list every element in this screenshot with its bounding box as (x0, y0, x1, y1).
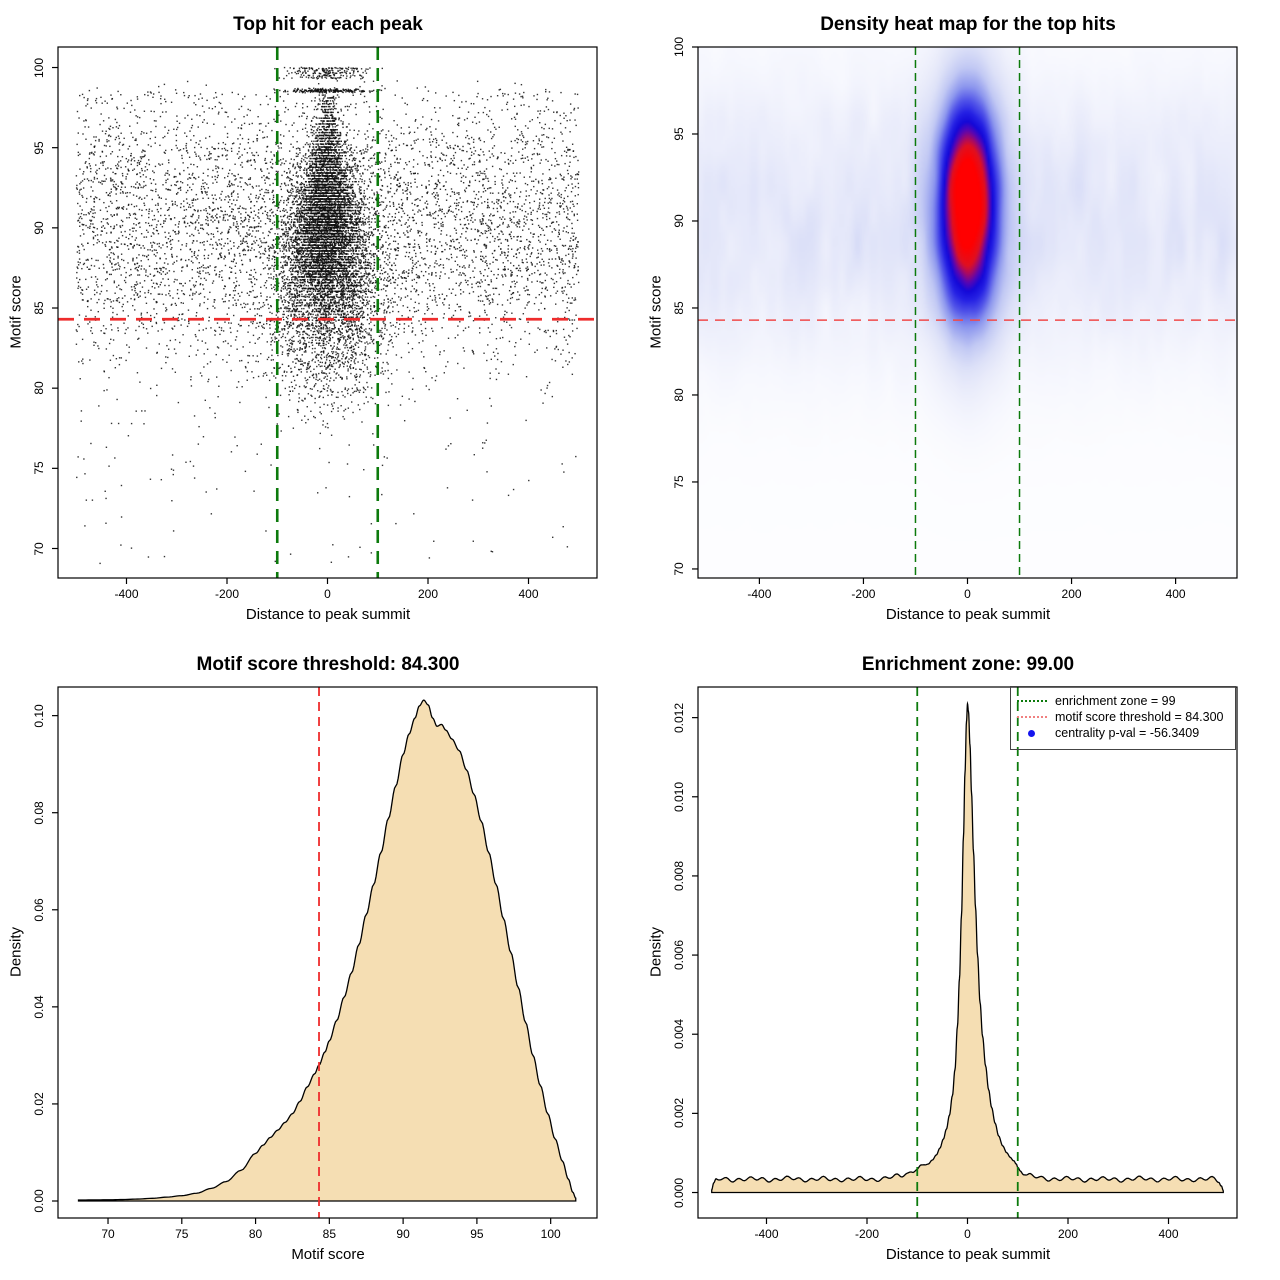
legend-row-motif-threshold: motif score threshold = 84.300 (1017, 709, 1235, 725)
y-tick-label: 0.004 (672, 1019, 686, 1050)
y-axis-label: Motif score (7, 275, 25, 349)
x-tick-label: 100 (540, 1227, 561, 1241)
legend: enrichment zone = 99 motif score thresho… (1010, 686, 1236, 750)
legend-row-enrichment-zone: enrichment zone = 99 (1017, 693, 1235, 709)
y-axis-label: Density (7, 926, 25, 978)
x-tick-label: 0 (964, 587, 971, 601)
x-tick-label: 0 (324, 587, 331, 601)
panel-enrichment-zone-density: Enrichment zone: 99.00 Distance to peak … (640, 640, 1280, 1280)
x-tick-label: 90 (396, 1227, 410, 1241)
y-tick-label: 0.002 (672, 1098, 686, 1129)
x-axis-label: Motif score (291, 1246, 365, 1263)
x-tick-label: -400 (754, 1227, 779, 1241)
heatmap-canvas (640, 0, 1280, 640)
centrality-pval-dot-icon (1017, 725, 1047, 741)
x-tick-label: -400 (114, 587, 139, 601)
x-tick-label: 0 (964, 1227, 971, 1241)
legend-row-centrality-pval: centrality p-val = -56.3409 (1017, 725, 1235, 741)
panel-motif-score-density: Motif score threshold: 84.300 Motif scor… (0, 640, 640, 1280)
y-tick-label: 95 (32, 140, 46, 155)
y-tick-label: 75 (32, 461, 46, 476)
panel-title: Enrichment zone: 99.00 (861, 654, 1075, 675)
x-axis-label: Distance to peak summit (245, 606, 411, 623)
legend-label: motif score threshold = 84.300 (1055, 710, 1224, 724)
x-tick-label: 400 (1158, 1227, 1179, 1241)
y-axis-label: Density (647, 926, 665, 978)
y-tick-label: 75 (672, 475, 686, 489)
panel-title: Density heat map for the top hits (820, 14, 1116, 35)
x-tick-label: 80 (248, 1227, 263, 1241)
y-tick-label: 85 (32, 301, 46, 315)
x-tick-label: 85 (322, 1227, 337, 1241)
x-tick-label: -200 (214, 587, 239, 601)
y-tick-label: 0.00 (32, 1189, 46, 1213)
panel-top-hit-scatter: Top hit for each peak Distance to peak s… (0, 0, 640, 640)
y-tick-label: 0.02 (32, 1092, 46, 1116)
x-tick-label: -400 (747, 587, 772, 601)
y-tick-label: 0.000 (672, 1177, 686, 1208)
scatter-plot-canvas (0, 0, 640, 640)
y-tick-label: 70 (32, 541, 46, 556)
y-tick-label: 0.008 (672, 860, 686, 891)
y-tick-label: 0.10 (32, 703, 46, 728)
panel-density-heatmap: Density heat map for the top hits Distan… (640, 0, 1280, 640)
x-tick-label: 95 (470, 1227, 484, 1241)
x-tick-label: 200 (1057, 1227, 1079, 1241)
y-tick-label: 95 (672, 127, 686, 141)
x-tick-label: 400 (1165, 587, 1186, 601)
legend-label: enrichment zone = 99 (1055, 694, 1176, 708)
x-axis-label: Distance to peak summit (885, 1246, 1051, 1263)
x-tick-label: 200 (1061, 587, 1082, 601)
y-tick-label: 0.006 (672, 940, 686, 971)
legend-label: centrality p-val = -56.3409 (1055, 726, 1200, 740)
y-tick-label: 0.08 (32, 801, 46, 825)
y-tick-label: 0.04 (32, 995, 46, 1019)
motif-threshold-line-swatch (1017, 716, 1047, 718)
y-tick-label: 0.010 (672, 781, 686, 812)
y-tick-label: 0.012 (672, 702, 686, 733)
y-tick-label: 80 (672, 388, 686, 402)
y-tick-label: 100 (32, 57, 46, 78)
y-tick-label: 90 (672, 214, 686, 228)
y-tick-label: 70 (672, 562, 686, 576)
distance-density-canvas (640, 640, 1280, 1280)
panel-title: Motif score threshold: 84.300 (196, 654, 460, 675)
x-tick-label: -200 (851, 587, 876, 601)
y-axis-label: Motif score (647, 275, 665, 349)
y-tick-label: 100 (672, 36, 686, 58)
x-tick-label: 70 (101, 1227, 115, 1241)
x-tick-label: -200 (854, 1227, 879, 1241)
x-tick-label: 75 (175, 1227, 189, 1241)
y-tick-label: 0.06 (32, 898, 46, 922)
enrichment-zone-line-swatch (1017, 700, 1047, 702)
x-tick-label: 400 (518, 587, 539, 601)
panel-title: Top hit for each peak (233, 14, 423, 35)
y-tick-label: 90 (32, 221, 46, 235)
x-axis-label: Distance to peak summit (885, 606, 1051, 623)
score-density-canvas (0, 640, 640, 1280)
y-tick-label: 85 (672, 301, 686, 315)
x-tick-label: 200 (417, 587, 439, 601)
y-tick-label: 80 (32, 381, 46, 395)
